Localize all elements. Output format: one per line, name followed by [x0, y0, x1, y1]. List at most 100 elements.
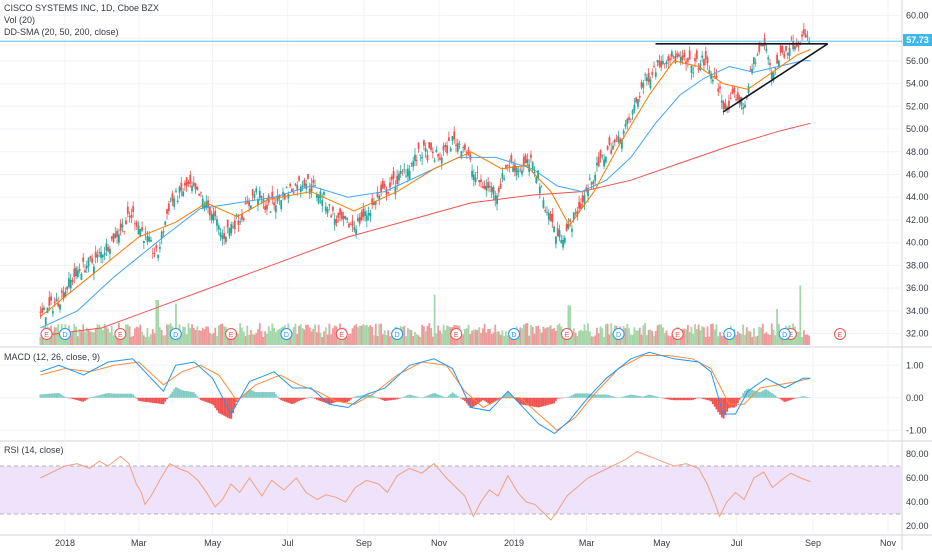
volume-bar	[769, 334, 771, 345]
candle-body	[465, 152, 468, 153]
macd-histogram-bar	[676, 397, 679, 401]
volume-bar	[540, 332, 543, 345]
macd-histogram-bar	[155, 397, 158, 404]
candle-body	[754, 62, 757, 64]
macd-histogram-bar	[117, 393, 120, 398]
macd-histogram-bar	[567, 396, 570, 398]
y-tick-label: 40.00	[906, 238, 929, 248]
macd-histogram-bar	[572, 394, 575, 398]
candle-body	[444, 145, 447, 147]
volume-bar	[551, 329, 554, 345]
candle-body	[385, 189, 388, 195]
volume-bar	[101, 329, 104, 345]
volume-bar	[299, 324, 302, 345]
volume-bar	[745, 327, 748, 345]
candle-body	[802, 29, 805, 35]
volume-bar	[189, 328, 192, 345]
candle-body	[332, 207, 334, 211]
macd-histogram-bar	[73, 397, 76, 400]
volume-bar	[610, 323, 613, 345]
volume-bar	[608, 334, 611, 345]
candle-body	[453, 131, 456, 140]
candle-body	[776, 54, 778, 64]
candle-body	[487, 182, 490, 188]
volume-bar	[205, 326, 208, 345]
volume-bar	[241, 327, 243, 345]
macd-histogram-bar	[230, 397, 233, 419]
macd-histogram-bar	[794, 397, 796, 399]
candle-body	[257, 199, 259, 205]
volume-bar	[244, 336, 247, 345]
volume-bar	[110, 325, 113, 345]
macd-histogram-bar	[777, 397, 780, 399]
macd-histogram-bar	[364, 394, 366, 398]
macd-histogram-bar	[451, 392, 454, 398]
candle-body	[344, 216, 347, 219]
macd-histogram-bar	[645, 395, 648, 398]
candle-body	[553, 226, 556, 232]
volume-bar	[703, 327, 705, 345]
candle-body	[119, 223, 122, 231]
candle-body	[558, 229, 561, 238]
candle-body	[241, 214, 243, 220]
volume-bar	[574, 332, 577, 345]
macd-histogram-bar	[724, 397, 727, 416]
volume-bar	[617, 335, 620, 345]
volume-bar	[210, 334, 213, 345]
macd-histogram-bar	[53, 393, 56, 398]
macd-histogram-bar	[569, 396, 572, 398]
macd-histogram-bar	[551, 397, 554, 404]
candle-body	[533, 171, 536, 174]
candle-body	[478, 179, 481, 183]
volume-bar	[758, 326, 761, 345]
candle-body	[314, 185, 316, 186]
macd-histogram-bar	[442, 396, 445, 398]
candle-body	[649, 79, 652, 89]
dividend-marker-label: D	[173, 332, 178, 339]
volume-bar	[82, 324, 85, 345]
macd-histogram-bar	[383, 397, 386, 401]
candle-body	[510, 155, 513, 162]
macd-histogram-bar	[385, 397, 388, 401]
macd-histogram-bar	[273, 392, 275, 398]
macd-histogram-bar	[767, 390, 770, 398]
candle-body	[513, 164, 516, 172]
candle-body	[59, 304, 61, 310]
macd-histogram-bar	[744, 390, 746, 398]
candle-body	[201, 198, 204, 208]
candle-body	[93, 266, 95, 274]
rsi-y-tick-label: 40.00	[906, 497, 929, 507]
candle-body	[73, 268, 76, 277]
volume-bar	[624, 328, 627, 345]
volume-bar	[665, 330, 668, 345]
candle-body	[271, 191, 274, 199]
macd-histogram-bar	[166, 397, 168, 400]
macd-histogram-bar	[628, 394, 630, 398]
volume-bar	[658, 324, 661, 345]
volume-bar	[581, 330, 584, 345]
candle-body	[223, 232, 226, 239]
candle-body	[626, 118, 629, 124]
candle-body	[64, 291, 67, 298]
volume-bar	[237, 333, 240, 345]
candle-body	[126, 206, 129, 215]
macd-histogram-bar	[474, 397, 477, 406]
macd-histogram-bar	[717, 397, 720, 413]
volume-bar	[767, 334, 770, 345]
candle-body	[280, 200, 283, 209]
macd-histogram-bar	[162, 397, 165, 405]
candle-body	[804, 33, 807, 38]
macd-histogram-bar	[340, 397, 343, 403]
volume-bar	[201, 327, 204, 345]
volume-bar	[274, 332, 277, 345]
volume-bar	[669, 336, 671, 345]
candle-body	[160, 231, 163, 239]
macd-histogram-bar	[412, 395, 415, 398]
candle-body	[583, 195, 586, 204]
volume-bar	[606, 323, 609, 345]
x-tick-label: May	[204, 538, 222, 548]
macd-histogram-bar	[51, 393, 54, 398]
macd-histogram-bar	[760, 391, 762, 398]
dividend-marker	[59, 328, 71, 340]
